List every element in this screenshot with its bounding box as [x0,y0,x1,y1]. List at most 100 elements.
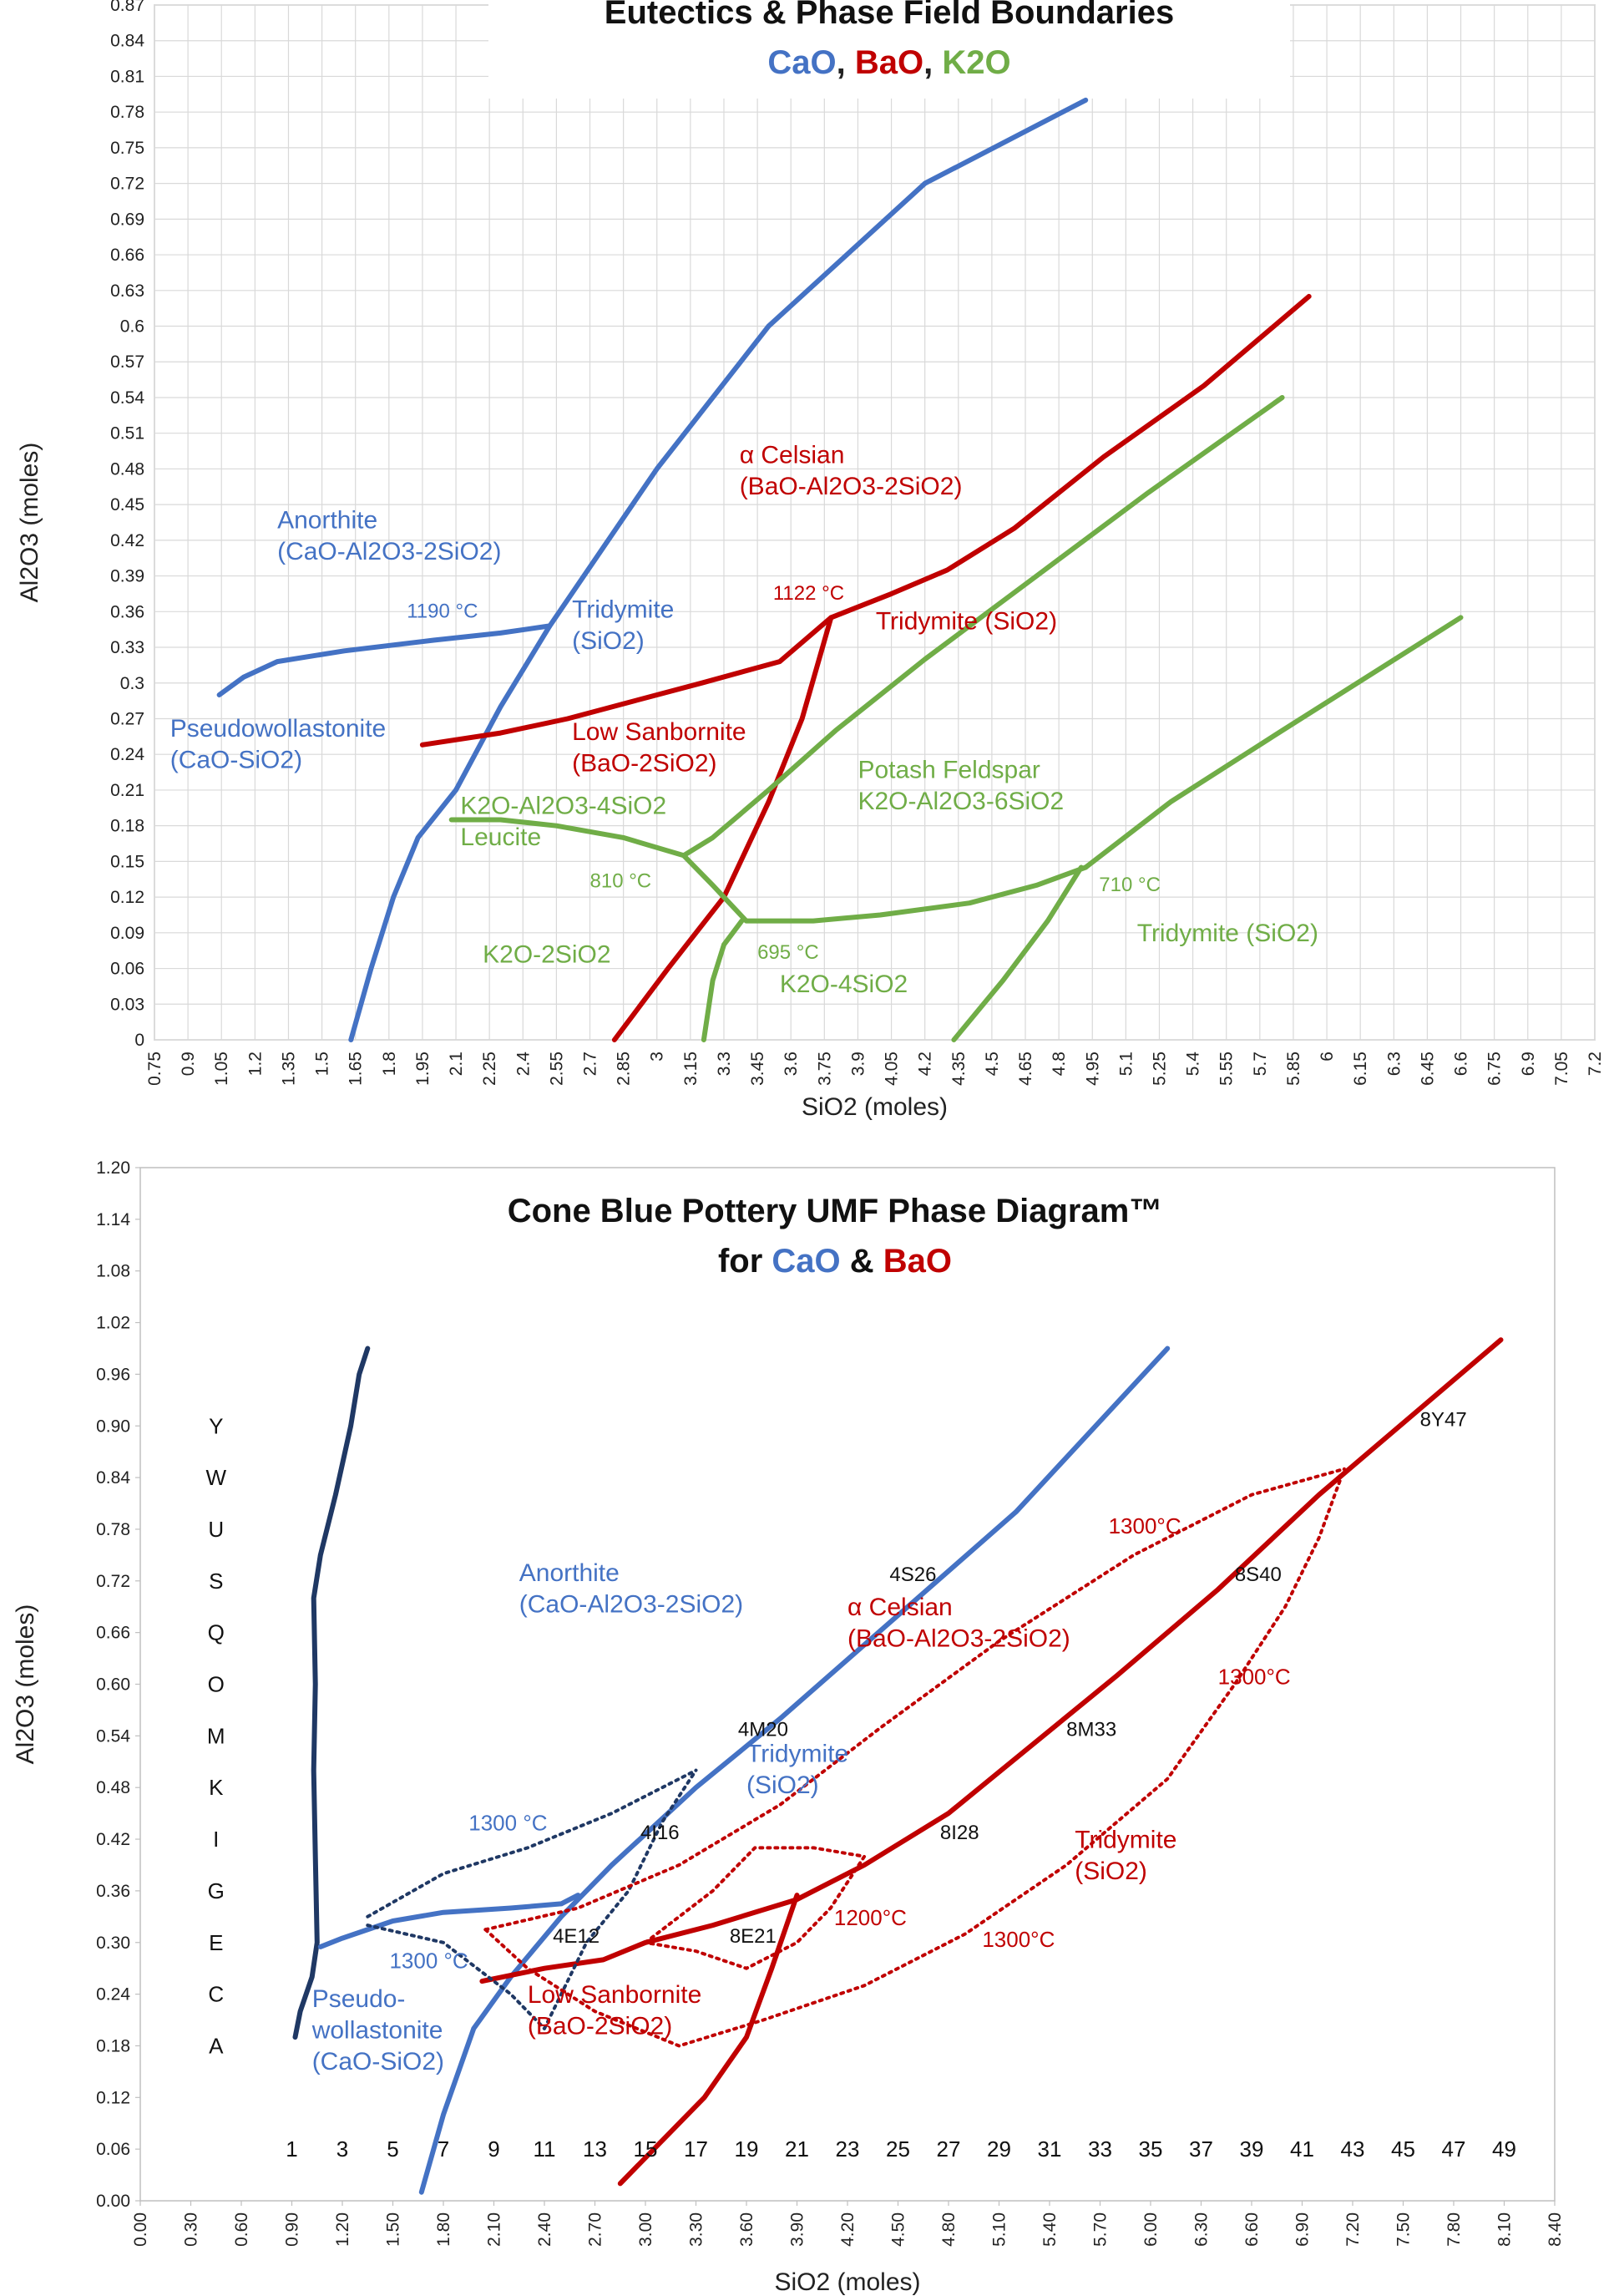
chart2-column-number-15: 15 [634,2136,658,2162]
chart1-x-tick-label: 4.65 [1016,1052,1035,1086]
chart1-y-tick-label: 0.48 [110,459,144,479]
chart1-label-tridymite-sio2: Tridymite (SiO2) [876,608,1057,636]
chart1-series-k2o-tetrasilicate-boundary [701,918,745,1042]
chart1-x-tick-label: 3.15 [681,1052,701,1086]
chart1-label-pseudowollastonite-cao-sio2: Pseudowollastonite (CaO-SiO2) [170,715,387,774]
chart2-x-tick-label: 1.50 [384,2212,403,2247]
chart2-x-tick-label: 7.80 [1444,2212,1464,2247]
chart1-label-line: (SiO2) [572,627,645,655]
chart2-y-tick-label: 0.78 [96,1520,130,1539]
chart1-title-box [488,0,1290,99]
chart2-x-tick-label: 8.40 [1546,2212,1565,2247]
chart1-label-line: Tridymite [572,596,674,623]
chart1-y-tick-label: 0.45 [110,495,144,514]
chart2-subtitle: for CaO & BaO [718,1243,952,1280]
chart2-label-low-sanbornite-bao-2sio2: Low Sanbornite (BaO-2SiO2) [528,1981,701,2040]
chart2-column-number-13: 13 [583,2136,607,2162]
chart1-label-line: K2O-Al2O3-4SiO2 [460,792,666,819]
chart1-label-k2o-4sio2: K2O-4SiO2 [780,971,908,998]
chart2-series-cao-1300c-dotted-upper [366,1768,698,1918]
chart2-x-tick-label: 3.90 [788,2212,807,2247]
chart1-x-axis-title: SiO2 (moles) [802,1093,948,1121]
chart1-x-tick-label: 6.45 [1418,1052,1437,1086]
chart2-series-bao-sanbornite-boundary [479,1337,1504,1984]
chart2-column-number-25: 25 [886,2136,910,2162]
chart1-x-tick-label: 4.05 [883,1052,902,1086]
chart2-label-line: 8E21 [730,1925,777,1948]
chart2-series-cao-anorthite-boundary [317,1893,581,1949]
chart2-y-tick-label: 0.06 [96,2140,130,2159]
chart1-label-1122-c: 1122 °C [773,582,844,605]
chart2-x-tick-label: 5.40 [1040,2212,1060,2247]
chart2-x-tick-label: 3.00 [636,2212,655,2247]
chart1-label-line: (CaO-Al2O3-2SiO2) [277,538,501,565]
chart1-x-tick-label: 2.7 [581,1052,600,1076]
chart1-x-tick-label: 5.85 [1284,1052,1303,1086]
chart1-x-tick-label: 2.1 [447,1052,466,1076]
chart2-label-line: 1300°C [1218,1665,1291,1690]
chart1-x-tick-label: 2.55 [547,1052,566,1086]
chart1-subtitle-k2o: K2O [942,44,1010,81]
chart1-label-line: K2O-2SiO2 [483,940,610,968]
chart1-title: Eutectics & Phase Field Boundaries [605,0,1174,31]
chart2-row-letter-o: O [208,1672,225,1697]
chart-bottom: 0.00 0.06 0.12 0.18 0.24 0.30 0.36 0.42 0.48 0.54… [0,1136,1619,2296]
chart1-x-tick-label: 1.05 [212,1052,231,1086]
chart2-y-tick-label: 1.02 [96,1314,130,1333]
chart2-label-line: 8I28 [940,1822,979,1844]
chart2-label-line: (CaO-Al2O3-2SiO2) [519,1590,743,1618]
chart1-x-tick-label: 6 [1318,1052,1337,1062]
chart1-x-tick-label: 1.8 [380,1052,399,1076]
chart1-label-k2o-2sio2: K2O-2SiO2 [483,940,610,968]
chart1-y-tick-label: 0.69 [110,210,144,229]
chart2-x-axis-title: SiO2 (moles) [774,2268,920,2296]
chart2-row-letter-a: A [209,2033,224,2058]
chart1-series-cao-liquidus-line [348,97,1089,1042]
chart2-label-4m20: 4M20 [738,1718,788,1741]
chart2-label-line: 1300 °C [389,1949,468,1974]
chart1-label-695-c: 695 °C [757,941,819,964]
chart2-row-letter-q: Q [208,1620,225,1645]
chart2-y-tick-label: 0.00 [96,2192,130,2211]
chart2-x-tick-label: 3.60 [737,2212,756,2247]
chart2-y-tick-label: 0.66 [96,1624,130,1643]
chart2-column-number-3: 3 [336,2136,348,2162]
chart2-x-tick-label: 4.50 [889,2212,908,2247]
chart-top-svg: 0 0.03 0.06 0.09 0.12 0.15 0.18 0.21 0.24 0.27 0.3… [16,0,1605,1121]
chart2-column-number-33: 33 [1088,2136,1112,2162]
chart2-label-1200-c: 1200°C [834,1905,907,1930]
chart1-y-tick-label: 0.36 [110,602,144,621]
chart1-label-810-c: 810 °C [590,870,652,893]
chart1-y-tick-label: 0.81 [110,67,144,86]
chart2-y-axis-title: Al2O3 (moles) [12,1604,39,1765]
chart1-label-line: 710 °C [1099,874,1161,896]
chart1-x-tick-label: 0.75 [145,1052,164,1086]
chart2-label-1300-c: 1300°C [1218,1665,1291,1690]
chart1-label-line: Tridymite (SiO2) [1137,920,1318,947]
chart1-y-tick-label: 0.51 [110,424,144,443]
chart2-label-line: 1200°C [834,1905,907,1930]
chart2-column-number-31: 31 [1038,2136,1062,2162]
chart1-y-tick-label: 0.24 [110,745,144,764]
chart2-label-line: 4E12 [553,1925,600,1948]
chart2-label-line: Tridymite [746,1740,848,1767]
chart2-column-number-45: 45 [1391,2136,1415,2162]
chart2-x-tick-label: 3.30 [687,2212,706,2247]
chart1-label-line: 695 °C [757,941,819,964]
chart2-y-tick-label: 0.72 [96,1572,130,1591]
chart1-y-tick-label: 0.84 [110,32,144,51]
chart2-x-tick-label: 0.60 [232,2212,251,2247]
chart2-y-tick-label: 0.84 [96,1468,130,1488]
chart1-label-low-sanbornite-bao-2sio2: Low Sanbornite (BaO-2SiO2) [572,718,746,778]
chart2-series-cao-1300c-dotted-inner [543,1768,698,2030]
chart2-x-tick-label: 0.00 [131,2212,150,2247]
chart1-x-tick-label: 2.85 [615,1052,634,1086]
chart2-column-number-23: 23 [836,2136,860,2162]
chart2-x-tick-label: 5.10 [990,2212,1009,2247]
chart1-series-k2o-feldspar-boundary [680,395,1285,859]
chart2-y-tick-label: 0.60 [96,1675,130,1695]
chart2-x-tick-label: 7.20 [1343,2212,1363,2247]
chart2-label-tridymite-sio2: Tridymite (SiO2) [746,1740,848,1799]
chart1-label-line: Tridymite (SiO2) [876,608,1057,636]
chart2-y-tick-label: 0.18 [96,2036,130,2055]
